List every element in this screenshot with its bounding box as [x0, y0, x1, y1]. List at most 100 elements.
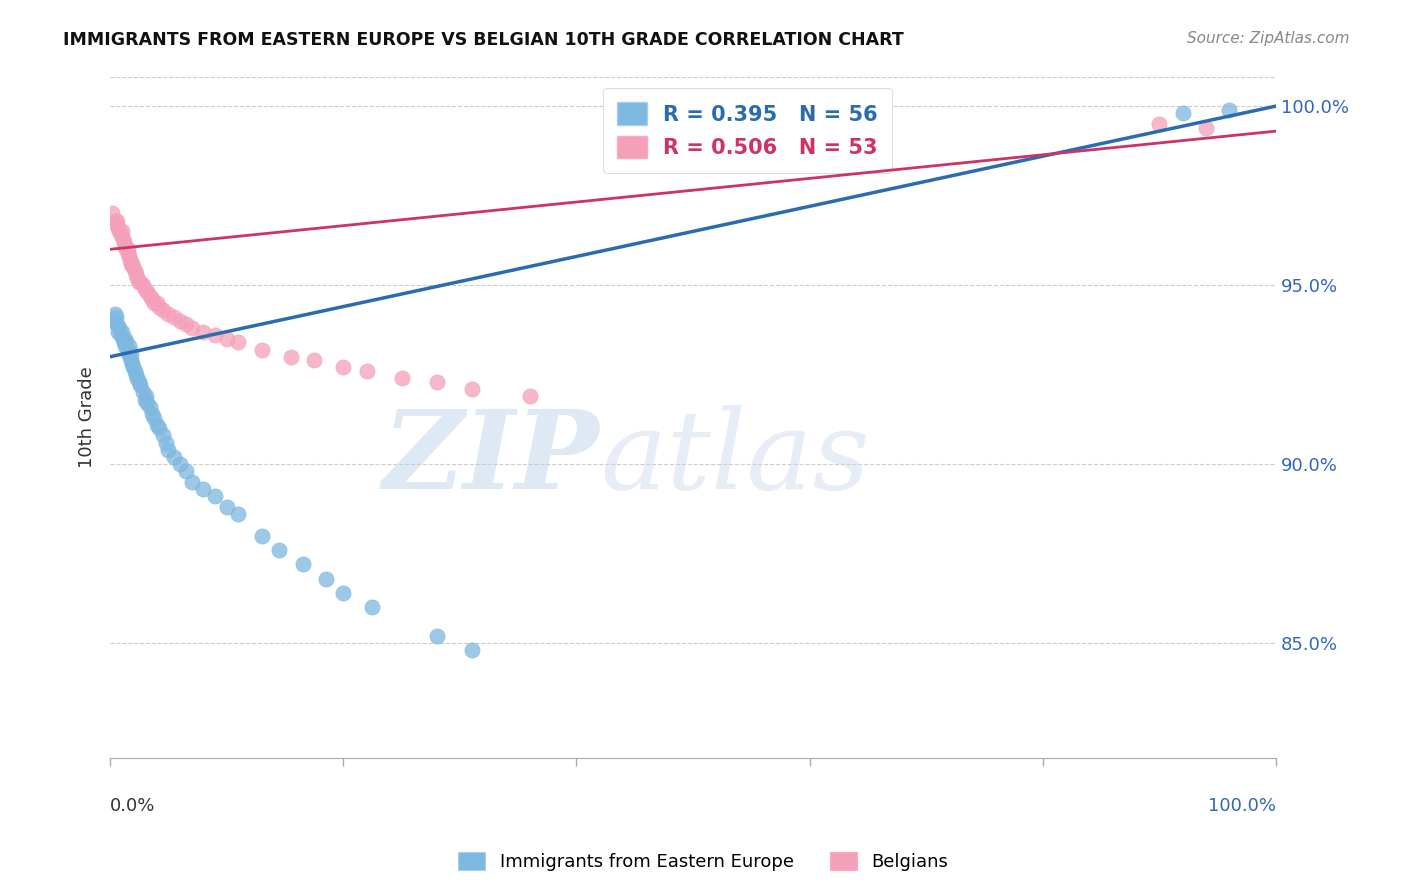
Point — [107, 220, 129, 235]
Text: 100.0%: 100.0% — [1208, 797, 1277, 814]
Point — [114, 339, 136, 353]
Text: Source: ZipAtlas.com: Source: ZipAtlas.com — [1187, 31, 1350, 46]
Point — [112, 335, 135, 350]
Point — [143, 296, 166, 310]
Point — [519, 389, 541, 403]
Point — [148, 421, 170, 435]
Point — [460, 382, 482, 396]
Point — [136, 285, 159, 300]
Point — [108, 224, 131, 238]
Point — [122, 360, 145, 375]
Point — [136, 396, 159, 410]
Point — [111, 224, 134, 238]
Point — [157, 307, 180, 321]
Legend: R = 0.395   N = 56, R = 0.506   N = 53: R = 0.395 N = 56, R = 0.506 N = 53 — [603, 87, 893, 173]
Point — [148, 300, 170, 314]
Point — [108, 321, 131, 335]
Point — [250, 343, 273, 357]
Point — [356, 364, 378, 378]
Point — [146, 296, 169, 310]
Point — [128, 275, 150, 289]
Point — [169, 314, 191, 328]
Point — [110, 227, 132, 242]
Point — [180, 475, 202, 489]
Point — [125, 268, 148, 282]
Point — [152, 428, 174, 442]
Point — [134, 282, 156, 296]
Point — [115, 242, 138, 256]
Point — [107, 325, 129, 339]
Point — [169, 457, 191, 471]
Point — [426, 629, 449, 643]
Text: ZIP: ZIP — [384, 405, 600, 512]
Point — [250, 529, 273, 543]
Point — [1195, 120, 1218, 135]
Point — [228, 335, 250, 350]
Point — [105, 318, 128, 332]
Point — [269, 543, 291, 558]
Y-axis label: 10th Grade: 10th Grade — [79, 367, 96, 468]
Point — [152, 303, 174, 318]
Point — [101, 206, 124, 220]
Point — [118, 253, 141, 268]
Point — [124, 364, 146, 378]
Point — [105, 213, 128, 227]
Point — [146, 417, 169, 432]
Point — [117, 343, 139, 357]
Point — [128, 375, 150, 389]
Point — [193, 482, 215, 496]
Point — [1218, 103, 1240, 117]
Point — [204, 489, 226, 503]
Legend: Immigrants from Eastern Europe, Belgians: Immigrants from Eastern Europe, Belgians — [451, 845, 955, 879]
Point — [193, 325, 215, 339]
Point — [174, 464, 197, 478]
Point — [125, 368, 148, 382]
Point — [120, 257, 142, 271]
Point — [104, 307, 127, 321]
Point — [426, 375, 449, 389]
Point — [120, 346, 142, 360]
Point — [134, 392, 156, 407]
Point — [291, 558, 314, 572]
Point — [163, 450, 186, 464]
Point — [132, 278, 155, 293]
Text: 0.0%: 0.0% — [110, 797, 156, 814]
Point — [215, 332, 238, 346]
Point — [315, 572, 337, 586]
Point — [101, 314, 124, 328]
Point — [228, 507, 250, 521]
Point — [104, 217, 127, 231]
Point — [111, 332, 134, 346]
Point — [280, 350, 302, 364]
Point — [121, 357, 143, 371]
Point — [104, 310, 127, 325]
Point — [111, 231, 134, 245]
Point — [118, 350, 141, 364]
Point — [143, 410, 166, 425]
Point — [204, 328, 226, 343]
Point — [180, 321, 202, 335]
Point — [215, 500, 238, 514]
Point — [332, 360, 354, 375]
Point — [118, 339, 141, 353]
Text: atlas: atlas — [600, 405, 869, 512]
Point — [361, 600, 384, 615]
Point — [104, 213, 127, 227]
Point — [174, 318, 197, 332]
Point — [141, 293, 163, 307]
Point — [117, 242, 139, 256]
Point — [141, 407, 163, 421]
Point — [132, 385, 155, 400]
Point — [139, 289, 162, 303]
Point — [163, 310, 186, 325]
Point — [114, 238, 136, 252]
Point — [460, 643, 482, 657]
Point — [155, 435, 177, 450]
Point — [391, 371, 413, 385]
Point — [115, 335, 138, 350]
Text: IMMIGRANTS FROM EASTERN EUROPE VS BELGIAN 10TH GRADE CORRELATION CHART: IMMIGRANTS FROM EASTERN EUROPE VS BELGIA… — [63, 31, 904, 49]
Point — [124, 264, 146, 278]
Point — [125, 271, 148, 285]
Point — [1149, 117, 1171, 131]
Point — [118, 249, 141, 263]
